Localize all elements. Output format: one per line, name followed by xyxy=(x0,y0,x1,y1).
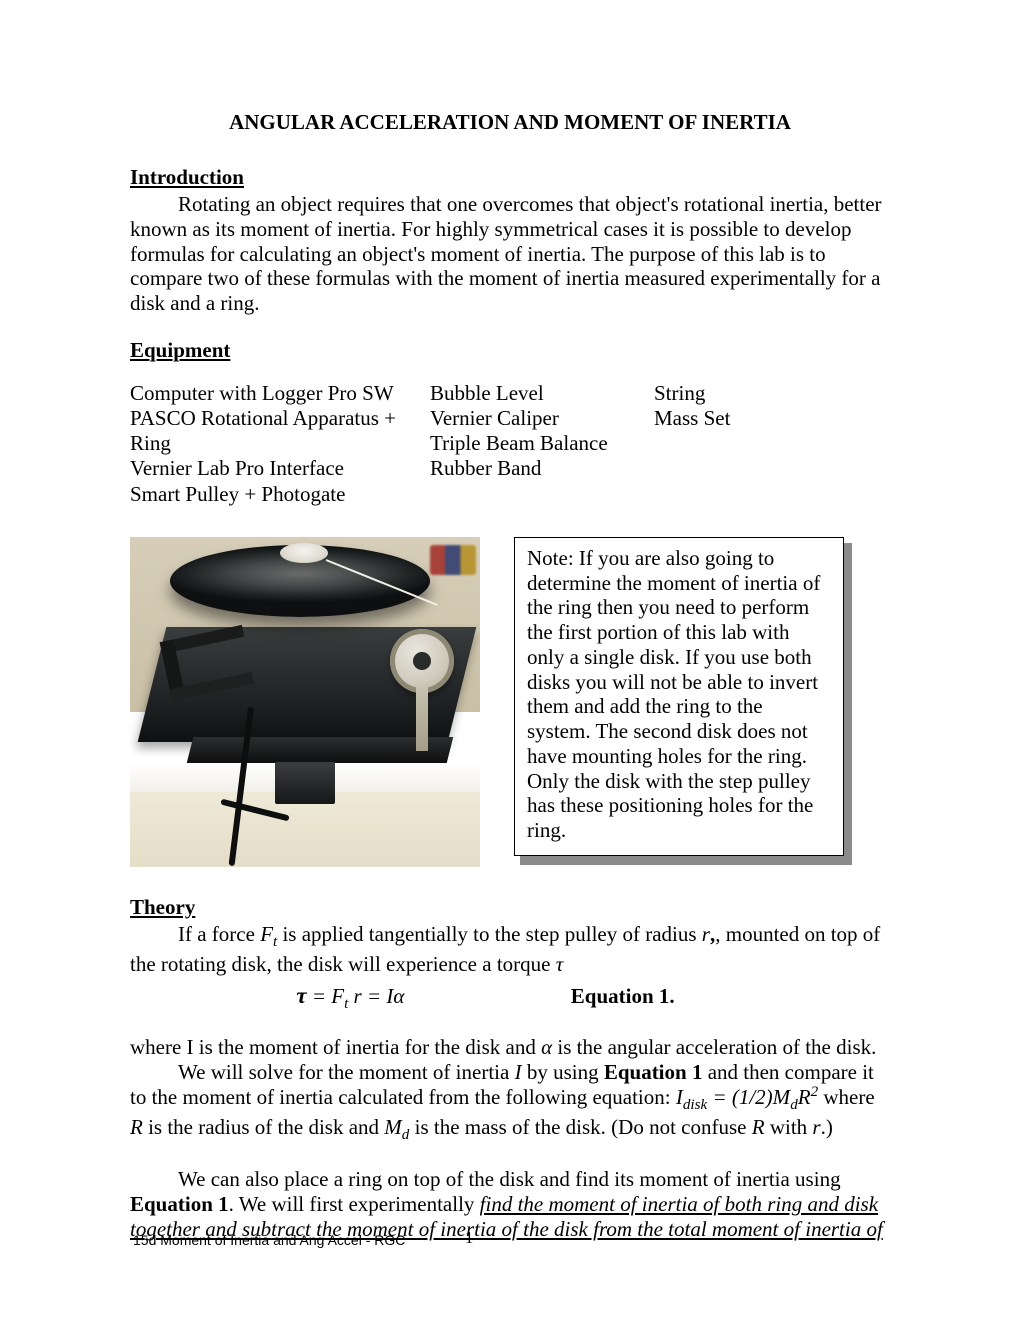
equipment-col-3: String Mass Set xyxy=(654,381,804,507)
var-Md: M xyxy=(384,1115,402,1139)
var-R: R xyxy=(130,1115,143,1139)
document-title: ANGULAR ACCELERATION AND MOMENT OF INERT… xyxy=(130,110,890,135)
var-R: R xyxy=(752,1115,765,1139)
equipment-col-1: Computer with Logger Pro SW PASCO Rotati… xyxy=(130,381,430,507)
var-tau: τ xyxy=(296,983,306,1008)
figure-pulley-post xyxy=(416,687,428,751)
figure-row: Note: If you are also going to determine… xyxy=(130,537,890,867)
introduction-text: Rotating an object requires that one ove… xyxy=(130,192,890,316)
equip-item: Computer with Logger Pro SW xyxy=(130,381,430,406)
equation-label: Equation 1. xyxy=(571,984,675,1009)
var-R: R xyxy=(798,1085,811,1109)
apparatus-figure xyxy=(130,537,480,867)
footer-docname: 15d Moment of Inertia and Ang Accel - RG… xyxy=(133,1232,405,1248)
sub: d xyxy=(790,1097,798,1113)
var-alpha: α xyxy=(541,1035,552,1059)
sub: disk xyxy=(683,1097,707,1113)
var-Ft: F xyxy=(260,922,273,946)
introduction-heading: Introduction xyxy=(130,165,890,190)
footer-page-number: - 1 - xyxy=(455,1228,483,1248)
text: is the mass of the disk. (Do not confuse xyxy=(409,1115,751,1139)
equipment-col-2: Bubble Level Vernier Caliper Triple Beam… xyxy=(430,381,654,507)
equip-item: Mass Set xyxy=(654,406,804,431)
text: with xyxy=(765,1115,813,1139)
theory-heading: Theory xyxy=(130,895,890,920)
theory-p2: where I is the moment of inertia for the… xyxy=(130,1035,890,1060)
text: by using xyxy=(522,1060,604,1084)
page: ANGULAR ACCELERATION AND MOMENT OF INERT… xyxy=(0,0,1020,1320)
text: where I is the moment of inertia for the… xyxy=(130,1035,541,1059)
equip-item: Vernier Lab Pro Interface xyxy=(130,456,430,481)
var-tau: τ xyxy=(556,952,564,976)
var-Idisk: I xyxy=(676,1085,683,1109)
text: is applied tangentially to the step pull… xyxy=(277,922,702,946)
equip-item: Vernier Caliper xyxy=(430,406,654,431)
var-r: r xyxy=(812,1115,820,1139)
equip-item: Bubble Level xyxy=(430,381,654,406)
text: is the angular acceleration of the disk. xyxy=(557,1035,876,1059)
theory-p1: If a force Ft is applied tangentially to… xyxy=(130,922,890,977)
text: .) xyxy=(821,1115,833,1139)
text: . We will first experimentally xyxy=(229,1192,480,1216)
text: If a force xyxy=(178,922,260,946)
text: = F xyxy=(307,984,345,1008)
figure-step-pulley xyxy=(280,543,328,563)
theory-p3: We will solve for the moment of inertia … xyxy=(130,1060,890,1146)
eq1-ref: Equation 1 xyxy=(130,1192,229,1216)
var-alpha: α xyxy=(393,984,404,1008)
text: where xyxy=(818,1085,875,1109)
equip-item: PASCO Rotational Apparatus + Ring xyxy=(130,406,430,456)
text: is the radius of the disk and xyxy=(143,1115,384,1139)
text: We will solve for the moment of inertia xyxy=(178,1060,515,1084)
equip-item: Triple Beam Balance xyxy=(430,431,654,456)
var-r: r xyxy=(702,922,710,946)
equip-item: Smart Pulley + Photogate xyxy=(130,482,430,507)
figure-base-bar xyxy=(187,737,453,763)
equipment-heading: Equipment xyxy=(130,338,890,363)
figure-clamp xyxy=(275,762,335,804)
equipment-list: Computer with Logger Pro SW PASCO Rotati… xyxy=(130,381,890,507)
equip-item: Rubber Band xyxy=(430,456,654,481)
theory-p4: We can also place a ring on top of the d… xyxy=(130,1167,890,1241)
var-I: I xyxy=(515,1060,522,1084)
equip-item: String xyxy=(654,381,804,406)
text: We can also place a ring on top of the d… xyxy=(178,1167,841,1191)
figure-wires xyxy=(430,545,476,575)
note-box: Note: If you are also going to determine… xyxy=(514,537,844,856)
equation-expression: τ = Ft r = Iα xyxy=(130,983,571,1013)
sup: 2 xyxy=(811,1084,819,1100)
figure-pulley-hub xyxy=(413,652,431,670)
note-box-wrap: Note: If you are also going to determine… xyxy=(514,537,844,856)
eq1-ref: Equation 1 xyxy=(604,1060,703,1084)
text: r = I xyxy=(348,984,393,1008)
equation-1: τ = Ft r = Iα Equation 1. xyxy=(130,983,890,1013)
text: = (1/2)M xyxy=(707,1085,790,1109)
